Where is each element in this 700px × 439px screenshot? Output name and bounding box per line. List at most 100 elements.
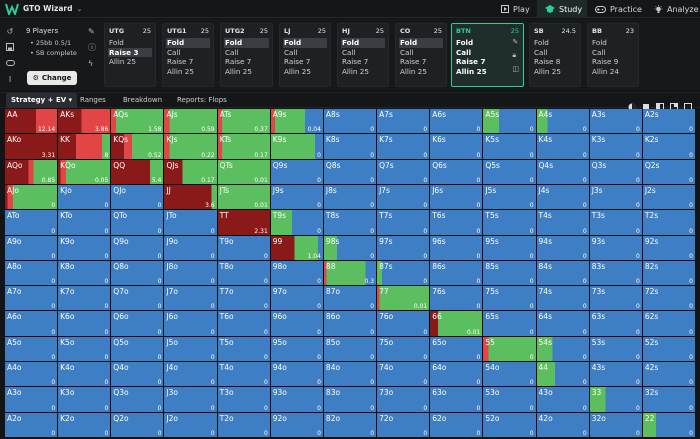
hand-cell-jj[interactable]: JJ 3.6 [164,184,217,210]
hand-cell-ajo[interactable]: AJo 0 [5,184,58,210]
nav-practice[interactable]: Practice [595,0,645,18]
hand-cell-88[interactable]: 88 0.3 [323,260,377,286]
hand-cell-76s[interactable]: 76s 0 [430,286,483,311]
position-card-bb[interactable]: BB 23 Fold Call Raise 9 Allin 24 [587,23,639,87]
hand-cell-qts[interactable]: QTs 0.01 [217,159,270,184]
hand-cell-k8o[interactable]: K8o 0 [58,260,111,286]
hand-cell-t8o[interactable]: T8o 0 [217,260,270,286]
hand-cell-93o[interactable]: 93o 0 [270,387,323,412]
hand-cell-t7s[interactable]: T7s 0 [377,210,430,235]
reset-icon[interactable]: ↺ [6,27,14,36]
hand-cell-a5s[interactable]: A5s 0 [483,109,536,134]
action-option[interactable]: Fold [456,38,474,47]
book-icon[interactable]: ◫ [512,65,519,73]
hand-cell-42o[interactable]: 42o 0 [536,412,589,437]
hand-cell-j3s[interactable]: J3s 0 [589,184,642,210]
hand-cell-q8o[interactable]: Q8o 0 [111,260,164,286]
hand-cell-33[interactable]: 33 0 [589,387,642,412]
hand-cell-87s[interactable]: 87s 0 [377,260,430,286]
hand-cell-j9s[interactable]: J9s 0 [270,184,323,210]
hand-cell-t3o[interactable]: T3o 0 [217,387,270,412]
position-card-lj[interactable]: LJ 25 Fold Call Raise 7 Allin 25 [279,23,331,87]
hand-cell-k9s[interactable]: K9s 0 [270,134,323,159]
hand-cell-k5o[interactable]: K5o 0 [58,336,111,362]
hand-cell-92o[interactable]: 92o 0 [270,412,323,437]
hand-cell-j2s[interactable]: J2s 0 [642,184,695,210]
hand-cell-t4s[interactable]: T4s 0 [536,210,589,235]
hand-cell-44[interactable]: 44 0 [536,362,589,387]
hand-cell-k6o[interactable]: K6o 0 [58,311,111,336]
hand-cell-j6s[interactable]: J6s 0 [430,184,483,210]
action-option[interactable]: Raise 7 [167,57,194,67]
hand-cell-75s[interactable]: 75s 0 [483,286,536,311]
action-option[interactable]: Allin 25 [400,66,427,76]
hand-cell-j6o[interactable]: J6o 0 [164,311,217,336]
position-card-sb[interactable]: SB 24.5 Fold Call Raise 8 Allin 25 [529,23,581,87]
action-option[interactable]: Raise 7 [342,57,369,67]
hand-cell-52o[interactable]: 52o 0 [483,412,536,437]
hand-cell-a3o[interactable]: A3o 0 [5,387,58,412]
hand-cell-k4s[interactable]: K4s 0 [536,134,589,159]
nav-play[interactable]: Play [497,0,533,18]
action-option[interactable]: Allin 25 [167,66,194,76]
hand-cell-aa[interactable]: AA 12.14 [5,109,58,134]
hand-cell-ako[interactable]: AKo 3.31 [5,134,58,159]
square-view-icon[interactable] [642,96,650,110]
action-option[interactable]: Allin 25 [456,66,487,76]
hand-cell-95o[interactable]: 95o 0 [270,336,323,362]
hand-cell-64s[interactable]: 64s 0 [536,311,589,336]
position-card-hj[interactable]: HJ 25 Fold Call Raise 7 Allin 25 [337,23,389,87]
hand-cell-q3s[interactable]: Q3s 0 [589,159,642,184]
hand-cell-q2s[interactable]: Q2s 0 [642,159,695,184]
hand-cell-94s[interactable]: 94s 0 [536,235,589,260]
hand-cell-97s[interactable]: 97s 0 [377,235,430,260]
hand-cell-t7o[interactable]: T7o 0 [217,286,270,311]
action-option[interactable]: Fold [341,38,385,48]
hand-cell-t5s[interactable]: T5s 0 [483,210,536,235]
hand-cell-j9o[interactable]: J9o 0 [164,235,217,260]
hand-cell-t4o[interactable]: T4o 0 [217,362,270,387]
hand-cell-k4o[interactable]: K4o 0 [58,362,111,387]
grid-view-icon[interactable] [670,96,678,111]
action-option[interactable]: Fold [224,38,269,48]
hand-cell-63s[interactable]: 63s 0 [589,311,642,336]
action-option[interactable]: Raise 7 [456,57,486,67]
hand-cell-qto[interactable]: QTo 0 [111,210,164,235]
hand-cell-kjo[interactable]: KJo 0 [58,184,111,210]
hand-cell-53o[interactable]: 53o 0 [483,387,536,412]
hand-cell-83o[interactable]: 83o 0 [323,387,377,412]
hand-cell-kto[interactable]: KTo 0 [58,210,111,235]
hand-cell-62s[interactable]: 62s 0 [642,311,695,336]
hand-cell-kqo[interactable]: KQo 0.05 [58,159,111,184]
hand-cell-93s[interactable]: 93s 0 [589,235,642,260]
hand-cell-64o[interactable]: 64o 0 [430,362,483,387]
hand-cell-76o[interactable]: 76o 0 [377,311,430,336]
action-option[interactable]: Fold [283,38,327,48]
hand-cell-65s[interactable]: 65s 0 [483,311,536,336]
hand-cell-43o[interactable]: 43o 0 [536,387,589,412]
full-view-icon[interactable] [684,96,692,111]
hand-cell-74s[interactable]: 74s 0 [536,286,589,311]
hand-cell-k3o[interactable]: K3o 0 [58,387,111,412]
hand-cell-84o[interactable]: 84o 0 [323,362,377,387]
hand-cell-85s[interactable]: 85s 0 [483,260,536,286]
hand-cell-q4s[interactable]: Q4s 0 [536,159,589,184]
action-option[interactable]: Allin 25 [109,57,136,67]
action-option[interactable]: Fold [109,38,124,47]
hand-cell-aqo[interactable]: AQo 0.85 [5,159,58,184]
hand-cell-a9s[interactable]: A9s 0.04 [270,109,323,134]
hand-cell-j8s[interactable]: J8s 0 [323,184,377,210]
hand-cell-32s[interactable]: 32s 0 [642,387,695,412]
hand-cell-a2o[interactable]: A2o 0 [5,412,58,437]
hand-cell-qq[interactable]: QQ 5.4 [111,159,164,184]
hand-cell-54s[interactable]: 54s 0 [536,336,589,362]
hand-cell-t2s[interactable]: T2s 0 [642,210,695,235]
hand-cell-j4o[interactable]: J4o 0 [164,362,217,387]
hand-cell-jts[interactable]: JTs 0.01 [217,184,270,210]
hand-cell-99[interactable]: 99 1.04 [270,235,323,260]
hand-cell-k2o[interactable]: K2o 0 [58,412,111,437]
hand-cell-86o[interactable]: 86o 0 [323,311,377,336]
action-option[interactable]: Fold [534,38,549,47]
hand-cell-aqs[interactable]: AQs 1.58 [111,109,164,134]
hand-cell-k8s[interactable]: K8s 0 [323,134,377,159]
